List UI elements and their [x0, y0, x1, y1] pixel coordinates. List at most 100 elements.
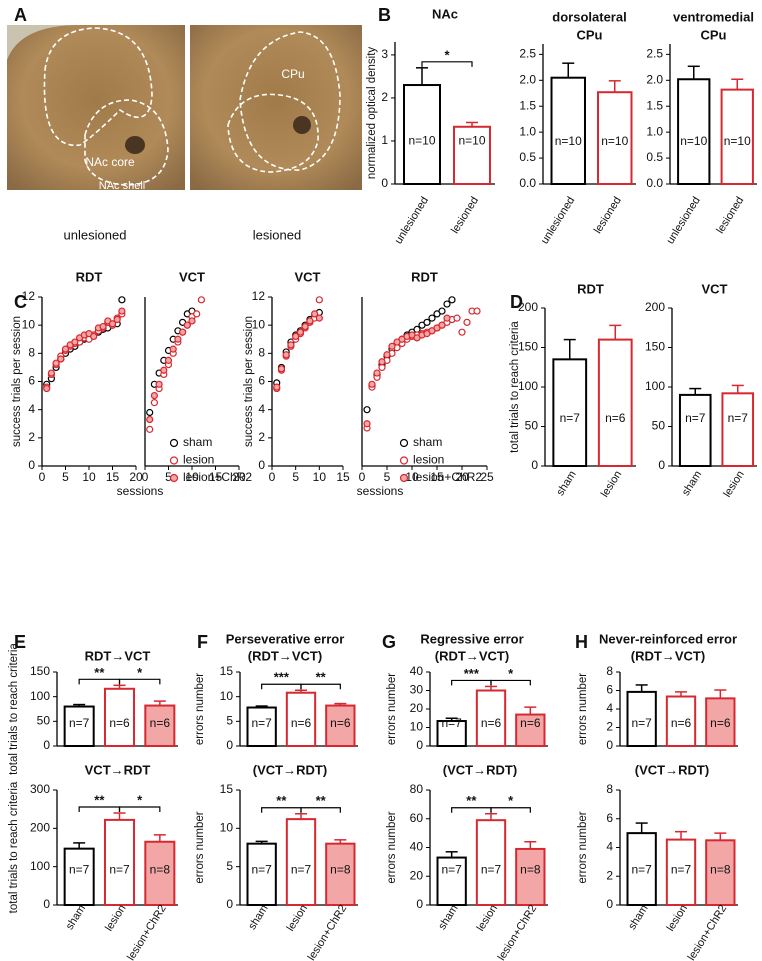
x-tick-label: 20: [129, 470, 143, 484]
significance-label: **: [276, 793, 287, 808]
x-tick-label: 10: [185, 470, 199, 484]
significance-bracket: [451, 679, 492, 686]
n-label: n=10: [680, 134, 707, 148]
x-tick-label: lesion: [721, 469, 746, 500]
y-tick-label: 10: [22, 317, 36, 331]
x-tick-label: lesioned: [592, 195, 624, 236]
point: [388, 342, 396, 350]
panel-letter: A: [14, 5, 27, 25]
y-axis-label: errors number: [577, 811, 589, 883]
y-tick-label: 3: [381, 47, 388, 61]
bar: [705, 697, 736, 747]
point: [169, 345, 177, 353]
y-tick-label: 12: [22, 289, 36, 303]
bar: [63, 847, 95, 907]
x-tick-label: lesion: [475, 903, 500, 934]
point: [188, 317, 196, 325]
n-label: n=10: [724, 134, 751, 148]
panel-letter: D: [510, 292, 523, 312]
legend-label: lesion: [183, 453, 214, 467]
point: [315, 296, 323, 304]
point: [373, 369, 381, 377]
n-label: n=6: [109, 716, 130, 730]
chart-title: RDT: [411, 269, 438, 284]
significance-label: **: [466, 793, 477, 808]
point: [52, 359, 60, 367]
n-label: n=10: [601, 134, 628, 148]
chart-subtitle: (RDT→VCT): [435, 648, 509, 663]
bar: [436, 856, 467, 906]
x-tick-label: 0: [269, 470, 276, 484]
n-label: n=7: [728, 411, 749, 425]
y-tick-label: 1.5: [519, 98, 536, 112]
y-tick-label: 80: [410, 782, 424, 796]
legend-label: sham: [183, 435, 212, 449]
n-label: n=7: [441, 716, 462, 730]
point: [150, 391, 158, 400]
y-tick-label: 10: [220, 689, 234, 703]
y-axis-label: errors number: [194, 673, 206, 745]
x-tick-label: unlesioned: [664, 195, 702, 246]
n-label: n=6: [605, 411, 626, 425]
point: [99, 322, 107, 331]
point: [277, 365, 286, 373]
y-tick-label: 0.5: [646, 150, 663, 164]
y-tick-label: 0: [28, 458, 35, 472]
chart-title: VCT: [702, 281, 728, 296]
bar: [103, 687, 136, 747]
point: [43, 384, 51, 393]
x-tick-label: 5: [165, 470, 172, 484]
x-tick-label: 15: [106, 470, 120, 484]
panel-letter: F: [197, 632, 208, 652]
n-label: n=7: [251, 716, 272, 730]
x-tick-label: 15: [209, 470, 223, 484]
x-tick-label: lesion: [103, 903, 128, 934]
x-tick-label: sham: [554, 469, 578, 498]
image-label: NAc core: [85, 155, 135, 169]
significance-bracket: [261, 683, 302, 690]
point: [150, 399, 158, 407]
bar: [103, 818, 136, 907]
x-tick-label: lesioned: [449, 195, 481, 236]
y-tick-label: 2.5: [646, 47, 663, 61]
y-tick-label: 30: [410, 683, 424, 697]
y-tick-label: 1.0: [519, 124, 536, 138]
significance-bracket: [118, 806, 161, 812]
significance-bracket: [421, 61, 473, 67]
n-label: n=7: [109, 863, 130, 877]
y-tick-label: 200: [645, 300, 665, 314]
significance-bracket: [490, 807, 531, 813]
chart-title: RDT: [577, 281, 604, 296]
point: [453, 314, 461, 322]
image-label: NAc shell: [99, 180, 145, 192]
y-tick-label: 2: [606, 868, 613, 882]
y-tick-label: 40: [410, 840, 424, 854]
point: [296, 328, 304, 336]
point: [282, 351, 290, 359]
x-tick-label: sham: [680, 469, 704, 498]
point: [164, 356, 173, 364]
n-label: n=10: [458, 134, 485, 148]
y-tick-label: 2: [381, 90, 388, 104]
point: [146, 408, 154, 417]
y-axis-label: success trials per session: [11, 316, 23, 447]
point: [315, 314, 323, 322]
y-axis-label: errors number: [386, 811, 398, 883]
y-tick-label: 15: [220, 664, 234, 678]
x-tick-label: 0: [39, 470, 46, 484]
bar: [453, 125, 491, 186]
significance-label: *: [137, 792, 143, 807]
point: [155, 380, 163, 388]
x-tick-label: sham: [436, 903, 460, 932]
point: [463, 318, 471, 326]
significance-label: ***: [464, 666, 480, 681]
n-label: n=8: [710, 863, 731, 877]
point: [47, 369, 56, 377]
image-label: CPu: [281, 67, 304, 81]
x-tick-label: lesion: [665, 903, 690, 934]
y-axis-label: errors number: [386, 673, 398, 745]
y-tick-label: 0: [226, 738, 233, 752]
n-label: n=7: [441, 863, 462, 877]
n-label: n=10: [555, 134, 582, 148]
point: [311, 310, 319, 318]
